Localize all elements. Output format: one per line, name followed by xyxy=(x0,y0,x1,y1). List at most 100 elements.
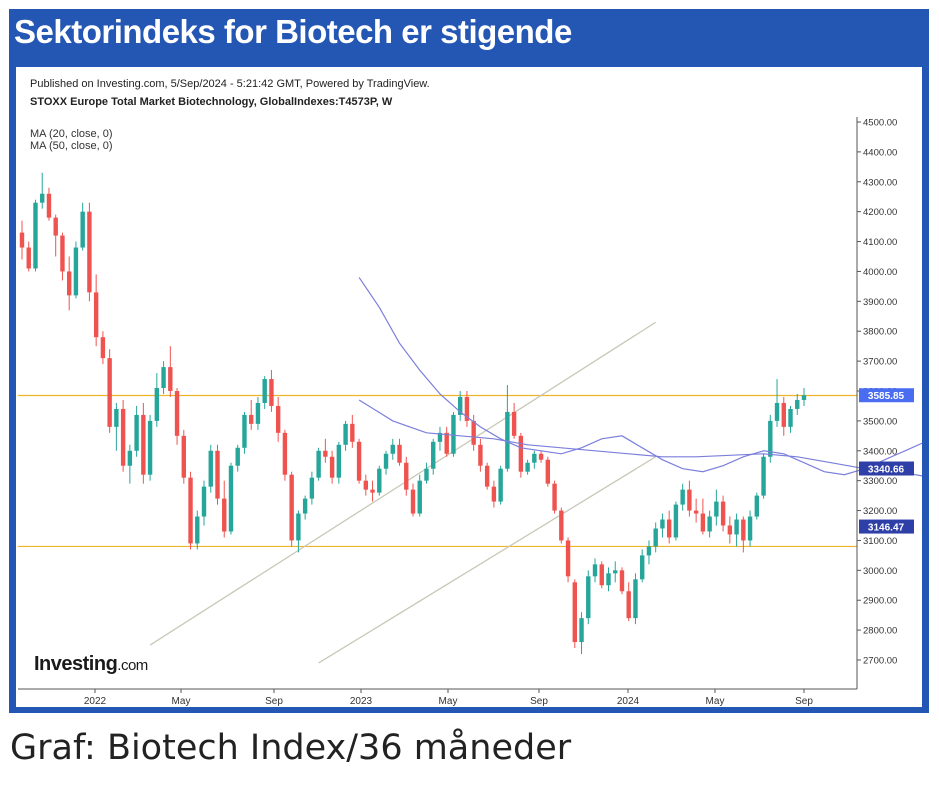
candle-body xyxy=(40,193,45,203)
candle-body xyxy=(53,217,58,236)
candle-body xyxy=(498,468,503,502)
candle-body xyxy=(410,489,416,514)
candle-body xyxy=(174,391,180,436)
y-tick-label: 2900.00 xyxy=(863,596,897,607)
candle-body xyxy=(147,420,153,475)
candle-body xyxy=(127,450,133,466)
candle-body xyxy=(437,432,443,442)
x-tick-label: Sep xyxy=(530,696,548,707)
candle-body xyxy=(208,450,213,487)
candle-body xyxy=(431,441,436,469)
candle-body xyxy=(377,468,382,493)
candle-body xyxy=(255,402,261,424)
logo-main: Investing xyxy=(34,653,117,675)
candle-body xyxy=(302,498,308,514)
candle-body xyxy=(134,414,139,451)
candle-body xyxy=(73,247,79,296)
candle-body xyxy=(168,367,173,391)
x-tick-label: 2023 xyxy=(350,696,373,707)
instrument-title: STOXX Europe Total Market Biotechnology,… xyxy=(30,96,393,108)
price-label-ma20-bg xyxy=(859,461,914,476)
figure-caption: Graf: Biotech Index/36 måneder xyxy=(10,728,572,768)
candle-body xyxy=(323,450,328,457)
candle-body xyxy=(727,525,733,535)
candle-body xyxy=(801,395,807,400)
candle-body xyxy=(646,546,652,556)
ma50-legend: MA (50, close, 0) xyxy=(30,140,113,152)
candle-body xyxy=(491,486,497,502)
candle-body xyxy=(714,501,719,517)
y-tick-label: 4100.00 xyxy=(863,237,897,248)
candle-body xyxy=(26,247,31,269)
candle-body xyxy=(572,582,577,643)
candle-body xyxy=(195,516,200,544)
candle-body xyxy=(383,453,389,469)
y-tick-label: 3800.00 xyxy=(863,327,897,338)
candle-body xyxy=(451,414,456,454)
candle-body xyxy=(93,292,99,338)
x-tick-label: May xyxy=(439,696,458,707)
candle-body xyxy=(768,420,773,457)
candle-body xyxy=(653,528,658,547)
y-tick-label: 4400.00 xyxy=(863,147,897,158)
candle-body xyxy=(188,477,193,544)
candle-body xyxy=(471,420,476,445)
price-labels: 3585.85 3340.66 3146.47 xyxy=(859,388,914,534)
candle-body xyxy=(599,564,604,586)
candle-body xyxy=(262,379,267,403)
y-tick-label: 3000.00 xyxy=(863,566,897,577)
candles xyxy=(19,172,807,655)
x-tick-label: May xyxy=(172,696,191,707)
candle-body xyxy=(444,432,449,454)
ma20-legend: MA (20, close, 0) xyxy=(30,128,113,140)
chart-background xyxy=(16,67,922,707)
x-tick-label: May xyxy=(706,696,725,707)
candle-body xyxy=(181,435,186,478)
candle-body xyxy=(275,405,281,433)
candle-body xyxy=(141,414,146,475)
candle-body xyxy=(249,414,254,424)
y-tick-label: 4200.00 xyxy=(863,207,897,218)
candle-body xyxy=(80,211,85,248)
y-tick-label: 3200.00 xyxy=(863,506,897,517)
candle-body xyxy=(60,235,65,272)
candle-body xyxy=(781,402,786,427)
candle-body xyxy=(545,459,551,484)
y-tick-label: 3400.00 xyxy=(863,446,897,457)
y-tick-label: 3300.00 xyxy=(863,476,897,487)
candle-body xyxy=(666,519,672,538)
candle-body xyxy=(707,516,712,532)
candle-body xyxy=(761,456,766,496)
x-tick-label: 2024 xyxy=(617,696,640,707)
published-note: Published on Investing.com, 5/Sep/2024 -… xyxy=(30,78,430,90)
channel-line-2 xyxy=(318,456,657,664)
candle-body xyxy=(795,399,800,409)
candle-body xyxy=(363,480,369,490)
candle-body xyxy=(33,202,38,269)
candle-body xyxy=(747,516,753,541)
candle-body xyxy=(269,379,274,406)
y-tick-label: 4000.00 xyxy=(863,267,897,278)
candle-body xyxy=(19,232,25,248)
candle-body xyxy=(774,402,780,421)
price-label-last: 3585.85 xyxy=(868,391,905,402)
candle-body xyxy=(626,591,631,619)
candle-body xyxy=(633,579,638,619)
price-label-ma20: 3340.66 xyxy=(868,465,905,476)
trend-channel xyxy=(149,321,657,664)
candle-body xyxy=(586,576,591,619)
candle-body xyxy=(613,570,618,574)
candle-body xyxy=(235,447,240,466)
candle-body xyxy=(538,453,544,460)
candle-body xyxy=(464,396,470,421)
candle-body xyxy=(511,411,517,436)
candle-body xyxy=(525,462,530,472)
x-tick-label: 2022 xyxy=(84,696,107,707)
axes: 4500.00 4400.00 4300.00 4200.00 4100.00 4000.… xyxy=(18,117,897,707)
candle-body xyxy=(532,453,537,463)
logo-suffix: .com xyxy=(117,657,148,674)
y-tick-label: 4500.00 xyxy=(863,118,897,129)
candle-body xyxy=(46,193,52,218)
candle-body xyxy=(680,489,685,505)
y-tick-label: 3700.00 xyxy=(863,357,897,368)
